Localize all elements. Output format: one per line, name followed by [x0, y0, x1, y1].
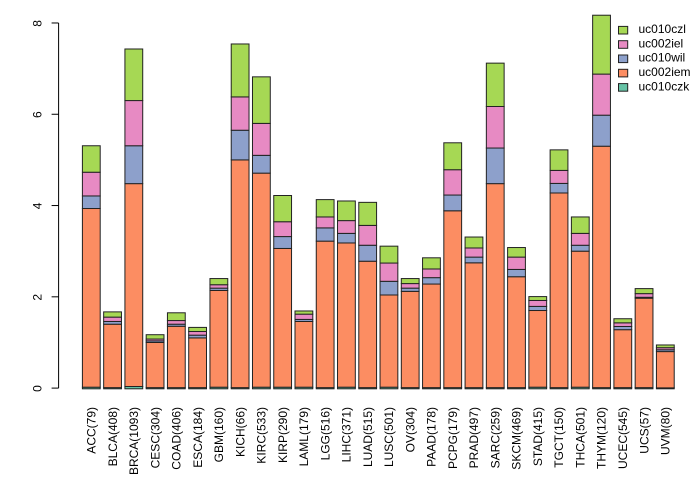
svg-text:SARC(259): SARC(259) — [488, 407, 502, 468]
svg-text:PRAD(497): PRAD(497) — [467, 407, 481, 468]
svg-text:4: 4 — [31, 202, 45, 209]
svg-text:LUAD(515): LUAD(515) — [361, 407, 375, 467]
svg-text:CESC(304): CESC(304) — [148, 407, 162, 468]
svg-text:UVM(80): UVM(80) — [659, 407, 673, 455]
svg-text:SKCM(469): SKCM(469) — [510, 407, 524, 470]
svg-text:uc002iel: uc002iel — [639, 36, 684, 50]
svg-text:LAML(179): LAML(179) — [297, 407, 311, 466]
svg-text:THCA(501): THCA(501) — [573, 407, 587, 468]
svg-text:KICH(66): KICH(66) — [233, 407, 247, 457]
svg-text:ACC(79): ACC(79) — [85, 407, 99, 454]
svg-text:LGG(516): LGG(516) — [318, 407, 332, 460]
svg-text:LIHC(371): LIHC(371) — [340, 407, 354, 462]
svg-text:BRCA(1093): BRCA(1093) — [127, 407, 141, 475]
svg-text:8: 8 — [31, 20, 45, 27]
svg-text:PCPG(179): PCPG(179) — [446, 407, 460, 469]
svg-text:uc002iem: uc002iem — [639, 65, 691, 79]
svg-text:THYM(120): THYM(120) — [595, 407, 609, 469]
svg-text:UCEC(545): UCEC(545) — [616, 407, 630, 469]
svg-text:uc010czl: uc010czl — [639, 22, 686, 36]
svg-text:OV(304): OV(304) — [403, 407, 417, 452]
svg-text:ESCA(184): ESCA(184) — [191, 407, 205, 468]
svg-text:GBM(160): GBM(160) — [212, 407, 226, 462]
svg-text:2: 2 — [31, 294, 45, 301]
svg-text:TGCT(150): TGCT(150) — [552, 407, 566, 468]
svg-text:COAD(406): COAD(406) — [170, 407, 184, 470]
svg-text:6: 6 — [31, 111, 45, 118]
svg-text:PAAD(178): PAAD(178) — [425, 407, 439, 467]
svg-text:BLCA(408): BLCA(408) — [106, 407, 120, 466]
svg-text:UCS(57): UCS(57) — [637, 407, 651, 454]
svg-text:uc010czk: uc010czk — [639, 79, 691, 93]
svg-text:KIRP(290): KIRP(290) — [276, 407, 290, 463]
svg-text:LUSC(501): LUSC(501) — [382, 407, 396, 467]
svg-text:KIRC(533): KIRC(533) — [255, 407, 269, 464]
svg-text:0: 0 — [31, 385, 45, 392]
svg-text:STAD(415): STAD(415) — [531, 407, 545, 466]
svg-text:uc010wil: uc010wil — [639, 51, 686, 65]
